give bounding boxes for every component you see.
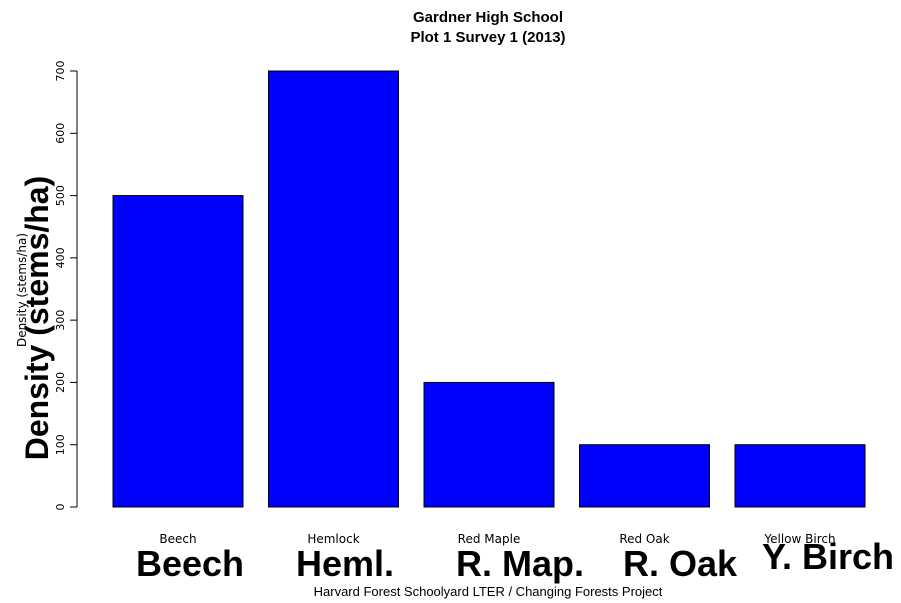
- y-tick-label: 400: [54, 247, 67, 268]
- chart-subtitle: Plot 1 Survey 1 (2013): [410, 29, 565, 46]
- x-overlay-label: Beech: [136, 543, 244, 584]
- x-overlay-label: Heml.: [296, 543, 394, 584]
- y-axis: 0 100 200 300 400 500 600 700: [54, 61, 77, 511]
- category-overlay-labels: Beech Heml. R. Map. R. Oak Y. Birch: [136, 536, 894, 584]
- y-tick-label: 100: [54, 434, 67, 455]
- bar-red-oak: [580, 445, 710, 507]
- y-tick-label: 500: [54, 185, 67, 206]
- x-overlay-label: R. Oak: [623, 543, 738, 584]
- bar-yellow-birch: [735, 445, 865, 507]
- y-axis-label-overlay: Density (stems/ha): [19, 176, 55, 461]
- x-overlay-label: Y. Birch: [762, 536, 894, 577]
- bar-red-maple: [424, 382, 554, 507]
- y-tick-label: 600: [54, 123, 67, 144]
- x-overlay-label: R. Map.: [456, 543, 584, 584]
- y-tick-label: 300: [54, 310, 67, 331]
- y-tick-label: 0: [54, 504, 67, 511]
- chart-title: Gardner High School: [413, 9, 563, 26]
- bar-beech: [113, 196, 243, 507]
- bars: [113, 71, 865, 507]
- y-tick-label: 700: [54, 61, 67, 82]
- bar-hemlock: [269, 71, 399, 507]
- chart-caption: Harvard Forest Schoolyard LTER / Changin…: [314, 584, 663, 599]
- y-tick-label: 200: [54, 372, 67, 393]
